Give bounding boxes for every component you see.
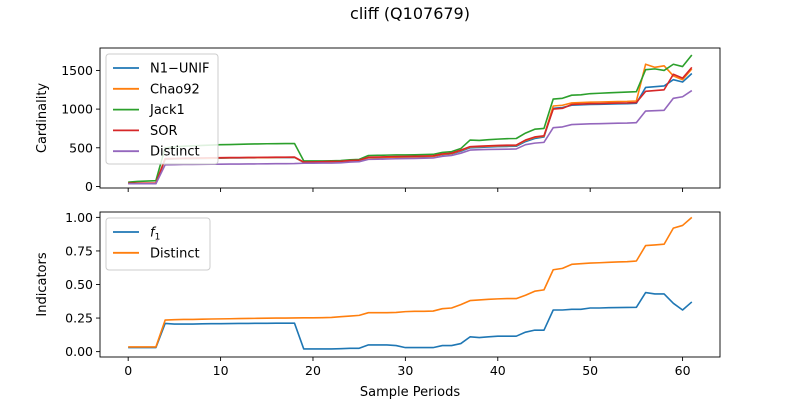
legend-label: N1−UNIF (150, 62, 209, 77)
x-tick-label: 0 (124, 363, 132, 378)
y-tick-label: 0.75 (65, 243, 93, 258)
legend-label: Chao92 (150, 82, 200, 97)
y-tick-label: 1000 (61, 102, 93, 117)
x-tick-label: 20 (305, 363, 321, 378)
legend-label: SOR (150, 124, 178, 139)
legend-box (105, 217, 211, 271)
x-tick-label: 40 (490, 363, 506, 378)
x-tick-label: 50 (582, 363, 598, 378)
axes-frame (99, 47, 721, 189)
y-tick-label: 0 (85, 179, 93, 194)
y-axis-label: Indicators (35, 252, 50, 316)
y-tick-label: 0.25 (65, 311, 93, 326)
x-tick-label: 10 (213, 363, 229, 378)
legend-label: Distinct (150, 246, 200, 261)
legend: N1−UNIF Chao92 Jack1 SOR Distinct (105, 53, 219, 165)
legend-label: Jack1 (149, 103, 185, 118)
chart-panel-2: 0 10 20 30 40 50 60 0.00 0.25 0.50 0.75 1.00 Indicat… (35, 210, 721, 400)
y-tick-label: 0.50 (65, 277, 93, 292)
legend-box (105, 53, 219, 165)
x-tick-label: 30 (397, 363, 413, 378)
chart-panel-1: 0 500 1000 1500 Cardinality N1−UNIF Chao92 Jack… (35, 47, 721, 194)
y-tick-label: 500 (69, 140, 93, 155)
y-tick-label: 1500 (61, 63, 93, 78)
figure-title: cliff (Q107679) (350, 4, 470, 23)
legend: f1 Distinct (105, 217, 211, 271)
series-line-2-2 (128, 216, 693, 348)
y-axis-label: Cardinality (35, 83, 50, 154)
legend-label: Distinct (150, 145, 200, 160)
x-tick-label: 60 (675, 363, 691, 378)
series-line-1-5 (128, 89, 693, 185)
y-tick-label: 0.00 (65, 344, 93, 359)
series-line-2-1 (128, 291, 693, 350)
series-line-1-3 (128, 54, 693, 183)
series-line-1-4 (128, 66, 693, 184)
legend-label: f1 (150, 226, 160, 243)
y-tick-label: 1.00 (65, 210, 93, 225)
x-axis-label: Sample Periods (360, 385, 460, 400)
